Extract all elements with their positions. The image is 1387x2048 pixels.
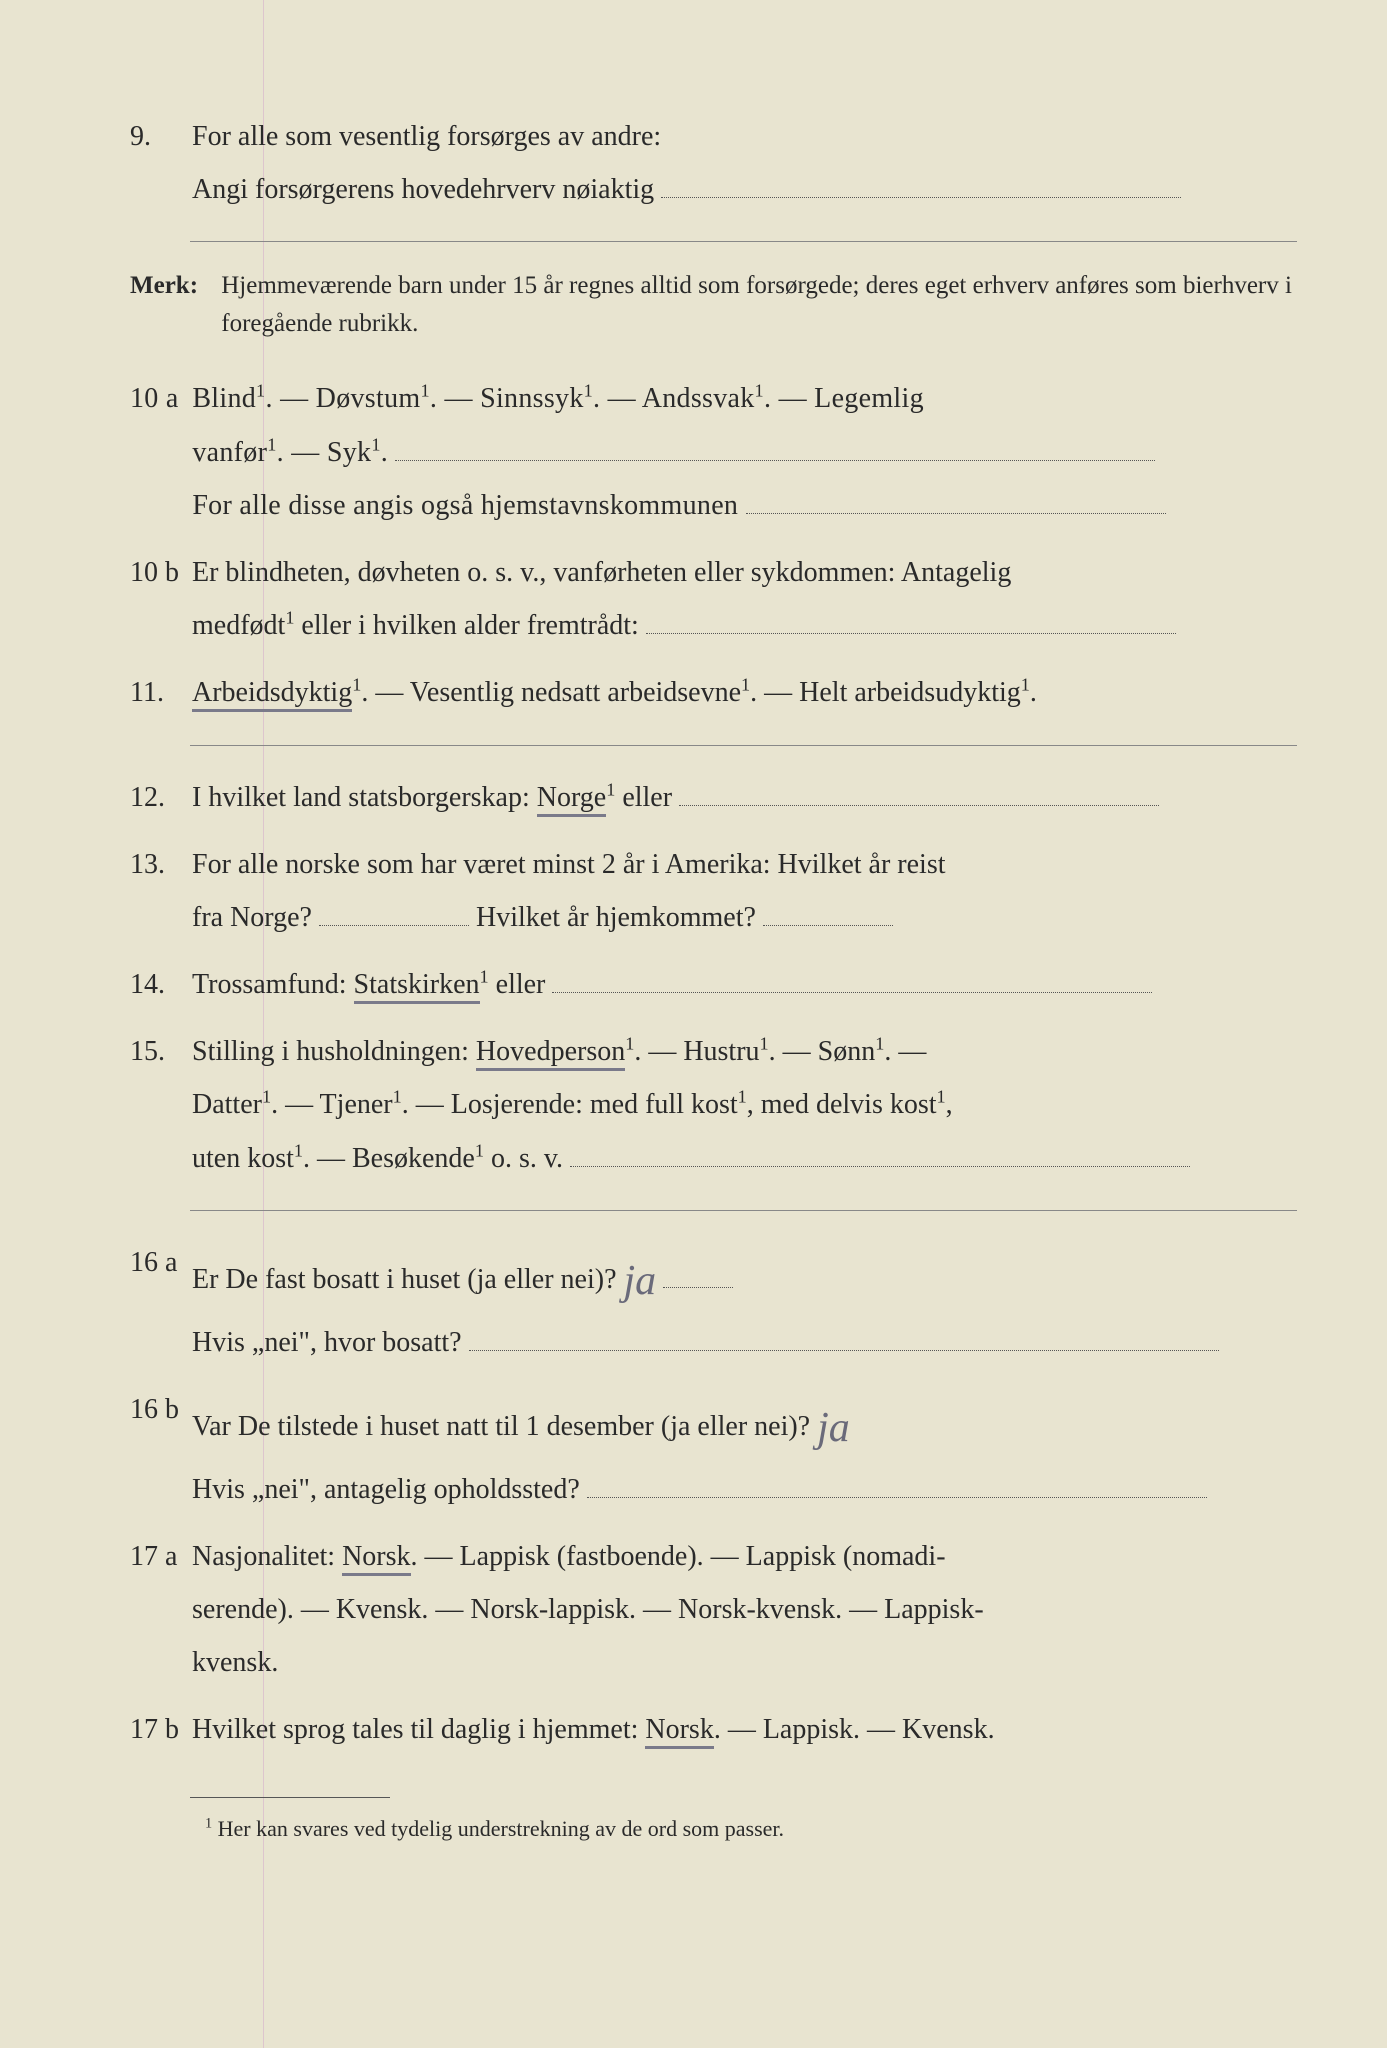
question-15: 15. Stilling i husholdningen: Hovedperso… <box>130 1025 1297 1185</box>
footnote-text: Her kan svares ved tydelig understreknin… <box>218 1816 784 1841</box>
blank-line <box>763 897 893 926</box>
q12-body: I hvilket land statsborgerskap: Norge1 e… <box>192 771 1294 824</box>
q16a-number: 16 a <box>130 1236 185 1289</box>
divider <box>190 745 1297 746</box>
q12-norge: Norge <box>537 782 606 817</box>
opt-andssvak: Andssvak <box>642 383 755 414</box>
merk-note: Merk: Hjemmeværende barn under 15 år reg… <box>130 267 1297 342</box>
q10a-body: Blind1. — Døvstum1. — Sinnssyk1. — Andss… <box>192 372 1294 532</box>
q16a-answer: ja <box>624 1258 657 1304</box>
q9-body: For alle som vesentlig forsørges av andr… <box>192 110 1294 216</box>
opt-sinnssyk: Sinnssyk <box>480 383 584 414</box>
q11-arbeidsdyktig: Arbeidsdyktig <box>192 677 352 712</box>
q16b-body: Var De tilstede i huset natt til 1 desem… <box>192 1383 1294 1516</box>
q15-body: Stilling i husholdningen: Hovedperson1. … <box>192 1025 1294 1185</box>
q10a-line2: For alle disse angis også hjemstavnskomm… <box>192 490 738 521</box>
q16a-body: Er De fast bosatt i huset (ja eller nei)… <box>192 1236 1294 1369</box>
opt-legemlig: Legemlig <box>814 383 924 414</box>
opt-blind: Blind <box>192 383 256 414</box>
blank-line <box>395 432 1155 461</box>
opt-dovstum: Døvstum <box>316 383 421 414</box>
q9-line1: For alle som vesentlig forsørges av andr… <box>192 121 661 152</box>
q10b-line1: Er blindheten, døvheten o. s. v., vanfør… <box>192 557 1011 588</box>
footnote: 1 Her kan svares ved tydelig understrekn… <box>205 1808 1297 1850</box>
divider <box>190 1210 1297 1211</box>
opt-vanfor: vanfør <box>192 437 267 468</box>
q15-number: 15. <box>130 1025 185 1078</box>
question-9: 9. For alle som vesentlig forsørges av a… <box>130 110 1297 216</box>
question-16a: 16 a Er De fast bosatt i huset (ja eller… <box>130 1236 1297 1369</box>
blank-line <box>587 1469 1207 1498</box>
question-10b: 10 b Er blindheten, døvheten o. s. v., v… <box>130 546 1297 652</box>
blank-line <box>570 1138 1190 1167</box>
blank-line <box>552 964 1152 993</box>
q10b-line2b: eller i hvilken alder fremtrådt: <box>301 610 638 641</box>
q10b-medfodt: medfødt <box>192 610 285 641</box>
q11-body: Arbeidsdyktig1. — Vesentlig nedsatt arbe… <box>192 666 1294 719</box>
q15-hovedperson: Hovedperson <box>476 1036 625 1071</box>
q17a-number: 17 a <box>130 1530 185 1583</box>
question-10a: 10 a Blind1. — Døvstum1. — Sinnssyk1. — … <box>130 372 1297 532</box>
q12-number: 12. <box>130 771 185 824</box>
opt-syk: Syk <box>327 437 371 468</box>
q14-body: Trossamfund: Statskirken1 eller <box>192 958 1294 1011</box>
q17b-body: Hvilket sprog tales til daglig i hjemmet… <box>192 1703 1294 1756</box>
q9-line2: Angi forsørgerens hovedehrverv nøiaktig <box>192 174 654 205</box>
q17a-norsk: Norsk <box>342 1541 410 1576</box>
footnote-rule <box>190 1797 390 1798</box>
blank-line <box>661 169 1181 198</box>
q17b-number: 17 b <box>130 1703 185 1756</box>
q14-number: 14. <box>130 958 185 1011</box>
question-14: 14. Trossamfund: Statskirken1 eller <box>130 958 1297 1011</box>
question-12: 12. I hvilket land statsborgerskap: Norg… <box>130 771 1297 824</box>
divider <box>190 241 1297 242</box>
blank-line <box>679 777 1159 806</box>
q16b-number: 16 b <box>130 1383 185 1436</box>
q10b-number: 10 b <box>130 546 185 599</box>
q14-statskirken: Statskirken <box>354 969 480 1004</box>
q16b-answer: ja <box>817 1405 850 1451</box>
question-16b: 16 b Var De tilstede i huset natt til 1 … <box>130 1383 1297 1516</box>
q11-number: 11. <box>130 666 185 719</box>
q10a-number: 10 a <box>130 372 185 425</box>
q17b-norsk: Norsk <box>645 1714 713 1749</box>
q10b-body: Er blindheten, døvheten o. s. v., vanfør… <box>192 546 1294 652</box>
blank-line <box>746 485 1166 514</box>
blank-line <box>319 897 469 926</box>
question-13: 13. For alle norske som har været minst … <box>130 838 1297 944</box>
merk-text: Hjemmeværende barn under 15 år regnes al… <box>221 267 1293 342</box>
blank-line <box>646 605 1176 634</box>
merk-label: Merk: <box>130 267 215 305</box>
question-17b: 17 b Hvilket sprog tales til daglig i hj… <box>130 1703 1297 1756</box>
footnote-marker: 1 <box>205 1815 212 1831</box>
question-17a: 17 a Nasjonalitet: Norsk. — Lappisk (fas… <box>130 1530 1297 1690</box>
blank-line <box>663 1259 733 1288</box>
q9-number: 9. <box>130 110 185 163</box>
q13-number: 13. <box>130 838 185 891</box>
q13-body: For alle norske som har været minst 2 år… <box>192 838 1294 944</box>
q17a-body: Nasjonalitet: Norsk. — Lappisk (fastboen… <box>192 1530 1294 1690</box>
blank-line <box>469 1322 1219 1351</box>
form-page: 9. For alle som vesentlig forsørges av a… <box>0 0 1387 1909</box>
question-11: 11. Arbeidsdyktig1. — Vesentlig nedsatt … <box>130 666 1297 719</box>
